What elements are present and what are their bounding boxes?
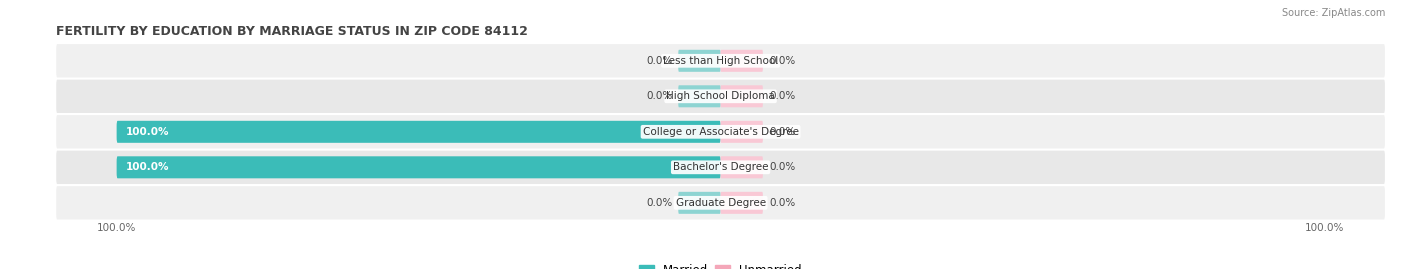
Text: FERTILITY BY EDUCATION BY MARRIAGE STATUS IN ZIP CODE 84112: FERTILITY BY EDUCATION BY MARRIAGE STATU… [56,25,529,38]
Text: 0.0%: 0.0% [769,91,796,101]
Text: 0.0%: 0.0% [645,56,672,66]
Text: 100.0%: 100.0% [125,127,169,137]
Text: 0.0%: 0.0% [769,127,796,137]
FancyBboxPatch shape [721,50,763,72]
Text: Less than High School: Less than High School [664,56,778,66]
Text: College or Associate's Degree: College or Associate's Degree [643,127,799,137]
FancyBboxPatch shape [117,156,721,178]
Legend: Married, Unmarried: Married, Unmarried [634,260,807,269]
Text: 0.0%: 0.0% [645,198,672,208]
FancyBboxPatch shape [721,156,763,178]
FancyBboxPatch shape [721,85,763,107]
FancyBboxPatch shape [117,121,721,143]
Text: Source: ZipAtlas.com: Source: ZipAtlas.com [1281,8,1385,18]
Text: 0.0%: 0.0% [769,162,796,172]
FancyBboxPatch shape [678,192,721,214]
Text: High School Diploma: High School Diploma [666,91,775,101]
FancyBboxPatch shape [56,44,1385,77]
FancyBboxPatch shape [56,186,1385,220]
Text: 0.0%: 0.0% [769,56,796,66]
FancyBboxPatch shape [678,85,721,107]
FancyBboxPatch shape [721,121,763,143]
Text: 100.0%: 100.0% [125,162,169,172]
FancyBboxPatch shape [56,115,1385,148]
FancyBboxPatch shape [721,192,763,214]
Text: 0.0%: 0.0% [769,198,796,208]
Text: Bachelor's Degree: Bachelor's Degree [673,162,768,172]
FancyBboxPatch shape [56,80,1385,113]
FancyBboxPatch shape [56,151,1385,184]
Text: 0.0%: 0.0% [645,91,672,101]
Text: Graduate Degree: Graduate Degree [675,198,766,208]
FancyBboxPatch shape [678,50,721,72]
